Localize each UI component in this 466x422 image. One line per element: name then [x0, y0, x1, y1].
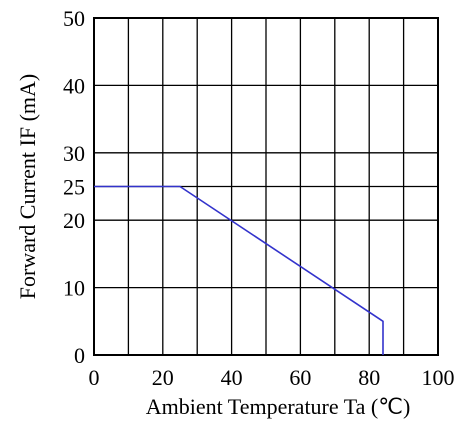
y-axis-label: Forward Current IF (mA): [15, 74, 40, 299]
y-tick-labels: 0 10 20 25 30 40 50: [63, 6, 85, 368]
x-tick-label: 0: [89, 365, 100, 390]
x-tick-labels: 0 20 40 60 80 100: [89, 365, 455, 390]
x-tick-label: 100: [422, 365, 455, 390]
x-tick-label: 20: [152, 365, 174, 390]
y-tick-label: 30: [63, 141, 85, 166]
x-tick-label: 80: [358, 365, 380, 390]
series-layer: [94, 185, 384, 355]
y-tick-label: 40: [63, 73, 85, 98]
y-tick-label: 0: [74, 343, 85, 368]
x-tick-label: 60: [289, 365, 311, 390]
y-tick-label: 20: [63, 208, 85, 233]
y-tick-label: 50: [63, 6, 85, 31]
y-tick-label: 25: [63, 175, 85, 200]
x-tick-label: 40: [221, 365, 243, 390]
x-axis-label: Ambient Temperature Ta (℃): [146, 394, 411, 419]
series-line-0: [94, 185, 384, 355]
y-tick-label: 10: [63, 276, 85, 301]
